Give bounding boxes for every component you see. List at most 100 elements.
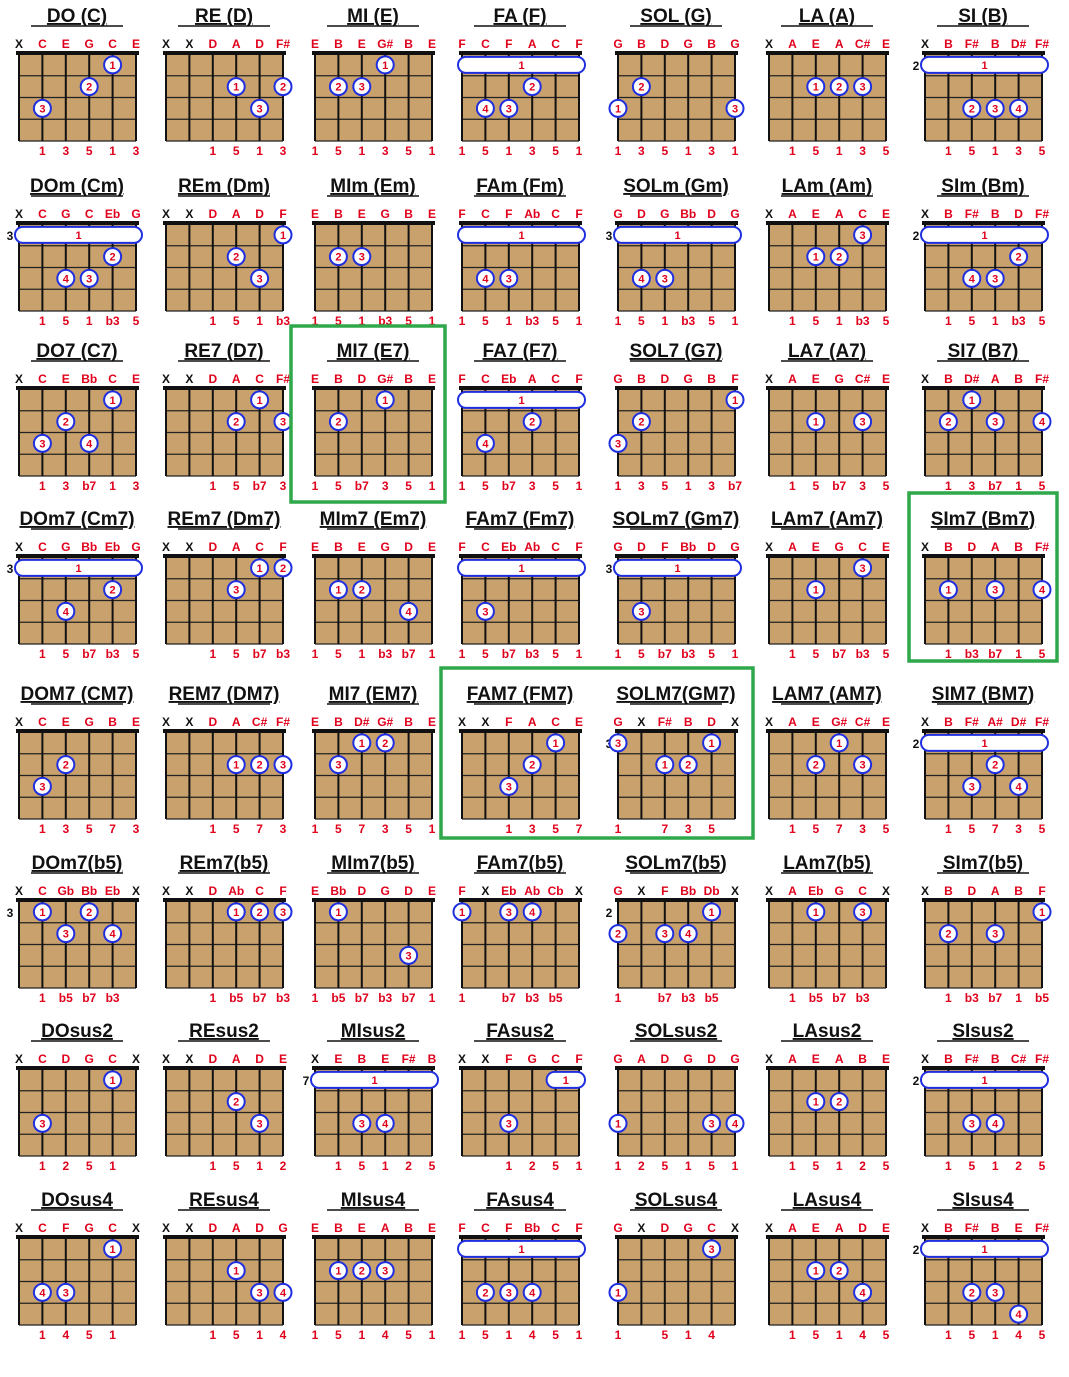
barre (457, 55, 586, 74)
finger-dot (273, 902, 293, 922)
finger-number: 3 (359, 1118, 365, 1130)
finger-number: 3 (359, 252, 365, 264)
nut (163, 729, 286, 733)
finger-number: 1 (813, 82, 819, 94)
finger-number: 2 (969, 1287, 975, 1299)
string-label: C (38, 207, 47, 221)
finger-dot (829, 77, 849, 97)
interval-label: 1 (945, 1159, 952, 1173)
string-label: D# (1011, 37, 1027, 51)
chord-title: SOL7 (G7) (630, 341, 723, 362)
chord-title: DOm7(b5) (32, 853, 123, 874)
string-label: D (660, 37, 669, 51)
interval-label: 4 (382, 1328, 389, 1342)
interval-label: 5 (133, 647, 140, 661)
string-label: E (812, 372, 820, 386)
interval-label: 4 (1015, 1328, 1022, 1342)
interval-label: 5 (233, 647, 240, 661)
interval-label: 1 (685, 144, 692, 158)
string-label: X (921, 207, 929, 221)
interval-label: b3 (856, 647, 870, 661)
finger-number: 2 (638, 417, 644, 429)
interval-label: 1 (505, 144, 512, 158)
string-label: Eb (501, 540, 516, 554)
chord-diagram-2-0: DO7 (C7) X C E Bb C E 1 2 3 4 1 3 b7 1 3 (15, 341, 140, 493)
string-label: D (208, 1052, 217, 1066)
string-label: B (944, 884, 953, 898)
string-label: G (730, 1052, 739, 1066)
interval-label: 3 (859, 479, 866, 493)
barre (457, 558, 586, 577)
interval-label: 1 (209, 822, 216, 836)
finger-number: 2 (86, 82, 92, 94)
finger-number: 1 (110, 60, 116, 72)
string-label: E (428, 540, 436, 554)
nut (922, 1066, 1045, 1070)
interval-label: 2 (638, 1159, 645, 1173)
string-label: A (991, 372, 1000, 386)
interval-label: 5 (968, 1159, 975, 1173)
interval-label: 5 (405, 1328, 412, 1342)
finger-dot (1032, 580, 1052, 600)
barre-finger: 1 (563, 1075, 569, 1087)
string-label: B (991, 1052, 1000, 1066)
string-label: B (404, 37, 413, 51)
string-label: X (765, 1221, 773, 1235)
string-label: E (62, 372, 70, 386)
string-label: Ab (524, 884, 540, 898)
finger-number: 4 (992, 1118, 999, 1130)
finger-dot (725, 390, 745, 410)
interval-label: 1 (836, 1159, 843, 1173)
start-fret-number: 3 (7, 906, 14, 920)
interval-label: 5 (358, 1159, 365, 1173)
finger-dot (985, 755, 1005, 775)
chord-title: LAm (Am) (782, 176, 873, 197)
string-label: X (15, 207, 23, 221)
chord-diagram-5-5: LAm7(b5) X A Eb G C X 1 3 1 b5 b7 b3 (765, 853, 890, 1005)
string-label: X (458, 715, 466, 729)
chord-diagram-0-6: SI (B) X B F# B D# F# 2 1 2 3 4 1 5 1 3 5 (913, 6, 1050, 158)
string-label: X (185, 1052, 193, 1066)
finger-dot (985, 412, 1005, 432)
interval-label: 1 (1015, 647, 1022, 661)
string-label: X (481, 715, 489, 729)
string-label: X (185, 715, 193, 729)
string-label: X (15, 884, 23, 898)
string-label: C (255, 372, 264, 386)
string-label: G# (831, 715, 847, 729)
interval-label: 5 (405, 479, 412, 493)
nut (615, 51, 738, 55)
string-label: G (61, 207, 70, 221)
string-label: X (132, 884, 140, 898)
finger-number: 4 (1016, 103, 1023, 115)
string-label: A (835, 37, 844, 51)
interval-label: 5 (62, 647, 69, 661)
string-label: D (660, 1221, 669, 1235)
interval-label: 5 (883, 314, 890, 328)
finger-number: 1 (382, 395, 388, 407)
finger-number: 1 (110, 1075, 116, 1087)
finger-number: 2 (529, 760, 535, 772)
nut (312, 729, 435, 733)
chord-title: FAsus4 (486, 1190, 554, 1211)
string-label: E (311, 884, 319, 898)
interval-label: 1 (459, 991, 466, 1005)
string-label: C (858, 884, 867, 898)
chord-title: LAM7 (AM7) (772, 684, 882, 705)
finger-dot (499, 902, 519, 922)
nut (766, 386, 889, 390)
interval-label: 3 (638, 144, 645, 158)
interval-label: 5 (552, 1328, 559, 1342)
finger-number: 3 (969, 781, 975, 793)
string-label: C (38, 372, 47, 386)
finger-dot (938, 412, 958, 432)
finger-dot (1032, 902, 1052, 922)
finger-number: 1 (233, 907, 239, 919)
finger-number: 1 (732, 395, 738, 407)
string-label: G (684, 372, 693, 386)
interval-label: 1 (945, 822, 952, 836)
nut (766, 221, 889, 225)
